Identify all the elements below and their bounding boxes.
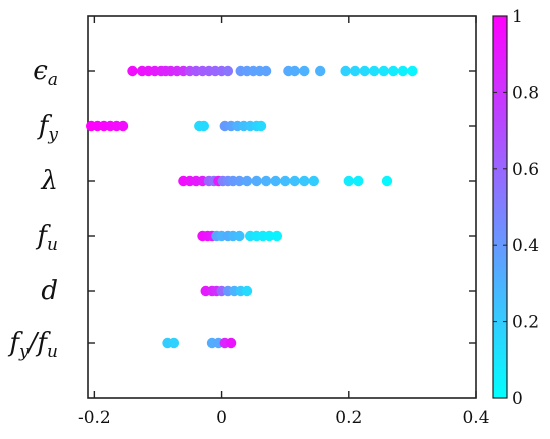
data-point — [381, 175, 393, 187]
data-point — [388, 65, 399, 77]
x-tick-label: -0.2 — [78, 408, 111, 428]
x-tick-label: 0.4 — [462, 408, 489, 428]
data-point — [260, 65, 272, 77]
series-points — [197, 230, 283, 242]
series-points — [200, 285, 253, 297]
data-point — [198, 120, 209, 132]
category-label: fy/fu — [7, 328, 58, 362]
data-point — [225, 337, 237, 349]
data-point — [270, 175, 281, 187]
data-point — [280, 175, 291, 187]
data-point — [315, 65, 326, 77]
colorbar: 0 0.2 0.4 0.6 0.8 1 — [492, 7, 539, 409]
data-point — [264, 230, 275, 242]
series-points — [86, 120, 267, 132]
colorbar-gradient — [492, 15, 508, 399]
data-point — [251, 175, 262, 187]
data-point — [397, 65, 409, 77]
data-point — [271, 230, 283, 242]
series-points — [178, 175, 393, 187]
category-label: ϵa — [33, 56, 58, 90]
data-point — [289, 65, 300, 77]
series-points — [162, 337, 237, 349]
x-axis: -0.2 0 0.2 0.4 — [78, 16, 490, 428]
colorbar-tick-label: 0.2 — [512, 313, 539, 333]
data-point — [241, 175, 253, 187]
data-point — [117, 120, 129, 132]
category-label: d — [41, 276, 58, 306]
x-tick-label: 0 — [216, 408, 227, 428]
data-point — [241, 285, 253, 297]
data-point — [299, 65, 310, 77]
colorbar-tick-label: 0.8 — [512, 83, 539, 103]
data-point — [255, 120, 267, 132]
colorbar-tick-label: 0.4 — [512, 236, 539, 256]
colorbar-tick-label: 0 — [512, 389, 523, 409]
data-point — [378, 65, 389, 77]
data-point — [168, 337, 180, 349]
series-points — [127, 65, 418, 77]
plot-area — [86, 15, 477, 399]
category-label: λ — [41, 166, 58, 196]
data-point — [308, 175, 319, 187]
data-point — [289, 175, 300, 187]
category-labels: ϵa fy λ fu d fy/fu — [7, 56, 58, 362]
category-label: fu — [35, 221, 58, 255]
category-label: fy — [37, 111, 59, 145]
data-point — [340, 65, 351, 77]
data-point — [353, 175, 364, 187]
colorbar-tick-label: 1 — [512, 7, 523, 27]
colorbar-tick-label: 0.6 — [512, 160, 539, 180]
data-point — [359, 65, 370, 77]
data-point — [299, 175, 310, 187]
data-point — [222, 65, 234, 77]
data-point — [343, 175, 354, 187]
data-point — [349, 65, 361, 77]
plot-frame — [87, 15, 477, 399]
data-point — [260, 175, 272, 187]
data-point — [369, 65, 380, 77]
data-point — [407, 65, 418, 77]
data-point — [127, 65, 138, 77]
data-point — [234, 230, 245, 242]
data-point — [234, 175, 245, 187]
x-tick-label: 0.2 — [335, 408, 362, 428]
